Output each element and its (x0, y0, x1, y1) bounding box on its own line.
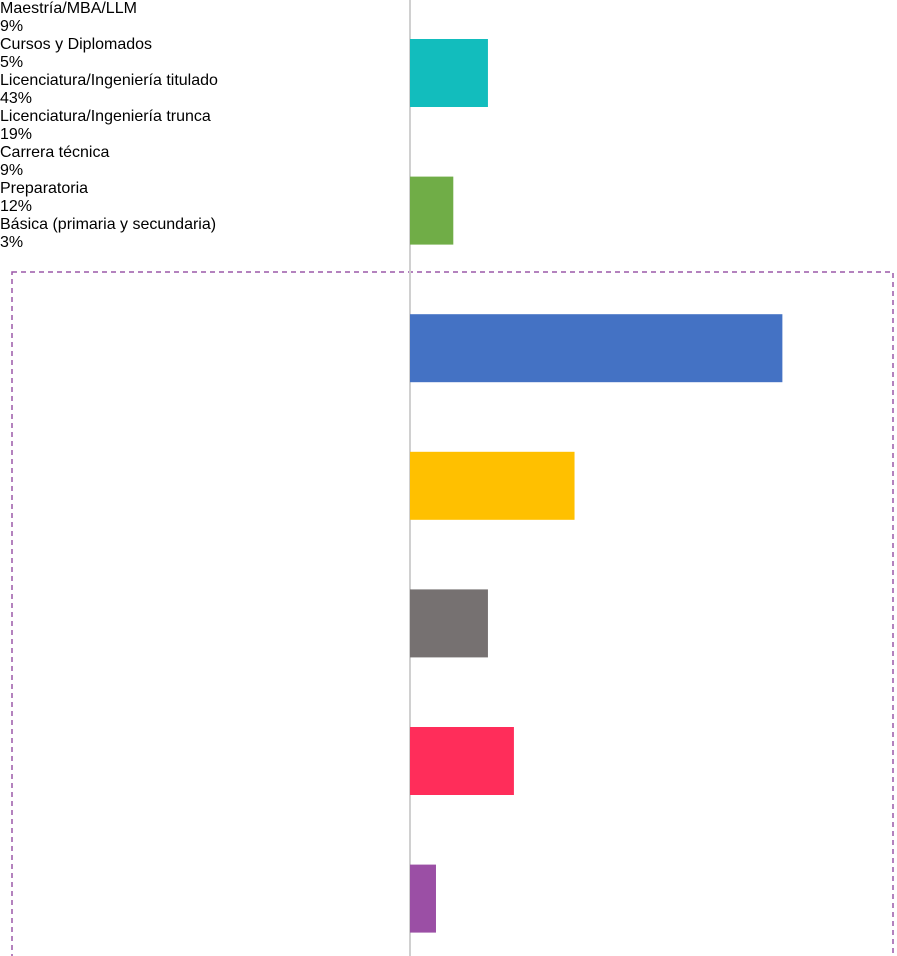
value-label: 3% (0, 234, 24, 251)
category-text: Preparatoria (0, 180, 89, 197)
category-label: Carrera técnica (0, 144, 897, 162)
bar (410, 727, 514, 795)
bar (410, 176, 454, 245)
category-label: Cursos y Diplomados (0, 36, 897, 54)
category-text: Maestría/MBA/LLM (0, 0, 137, 17)
category-text: Licenciatura/Ingeniería titulado (0, 72, 218, 89)
category-text: Carrera técnica (0, 144, 110, 161)
category-text: Licenciatura/Ingeniería trunca (0, 108, 211, 125)
value-label: 19% (0, 126, 33, 143)
value-label: 5% (0, 54, 24, 71)
highlight-box (11, 271, 894, 956)
bar (410, 864, 436, 933)
category-label: Maestría/MBA/LLM (0, 0, 897, 18)
value-label: 12% (0, 198, 33, 215)
bar (410, 451, 575, 520)
value-label: 43% (0, 90, 33, 107)
category-label: Básica (primaria y secundaria) (0, 216, 897, 234)
category-label: Licenciatura/Ingeniería titulado (0, 72, 897, 90)
bar (410, 589, 488, 658)
category-label: Preparatoria (0, 180, 897, 198)
bar (410, 39, 488, 107)
category-text: Básica (primaria y secundaria) (0, 216, 217, 233)
category-label: Licenciatura/Ingeniería trunca (0, 108, 897, 126)
category-text: Cursos y Diplomados (0, 36, 153, 53)
value-label: 9% (0, 162, 24, 179)
value-label: 9% (0, 18, 24, 35)
bar (410, 314, 783, 383)
